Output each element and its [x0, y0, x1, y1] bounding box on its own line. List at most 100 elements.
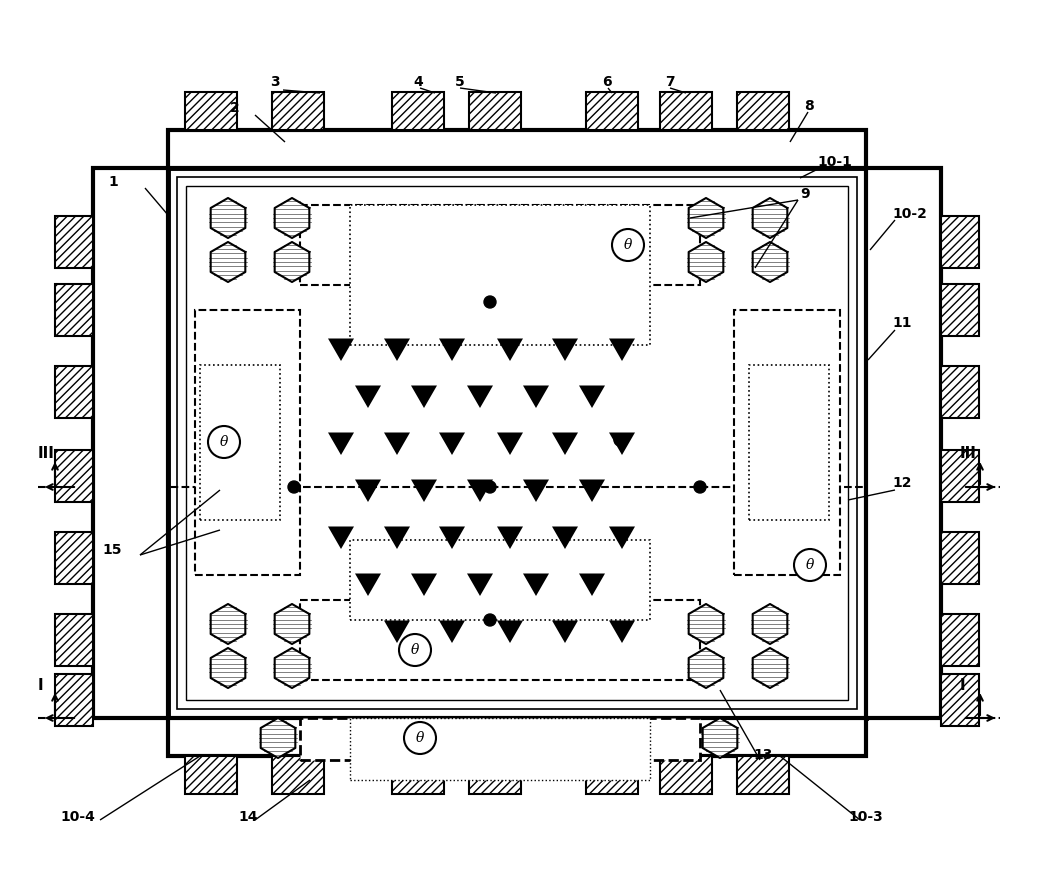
Polygon shape [689, 604, 724, 644]
Polygon shape [384, 527, 410, 549]
Bar [749, 365, 829, 520]
Polygon shape [689, 648, 724, 688]
Bar [55, 674, 93, 726]
Bar [941, 366, 979, 418]
Text: 4: 4 [413, 75, 423, 89]
Polygon shape [497, 620, 523, 643]
Bar [55, 450, 93, 502]
Polygon shape [579, 386, 605, 408]
Bar [186, 186, 848, 700]
Bar [195, 310, 300, 575]
Text: 10-2: 10-2 [892, 207, 927, 221]
Text: III: III [38, 447, 55, 461]
Text: 7: 7 [665, 75, 675, 89]
Bar [200, 365, 280, 520]
Polygon shape [609, 433, 635, 455]
Text: 11: 11 [892, 316, 912, 330]
Bar [737, 756, 789, 794]
Bar [586, 92, 638, 130]
Bar [168, 168, 866, 718]
Bar [177, 177, 857, 709]
Polygon shape [439, 527, 465, 549]
Bar [55, 366, 93, 418]
Text: 10-3: 10-3 [848, 810, 882, 824]
Circle shape [794, 549, 826, 581]
Polygon shape [384, 433, 410, 455]
Text: III: III [960, 447, 977, 461]
Text: θ: θ [220, 435, 228, 449]
Polygon shape [411, 386, 437, 408]
Text: 13: 13 [753, 748, 773, 762]
Polygon shape [439, 620, 465, 643]
Polygon shape [497, 527, 523, 549]
Bar [586, 756, 638, 794]
Polygon shape [355, 573, 381, 596]
Bar [941, 216, 979, 268]
Polygon shape [328, 527, 354, 549]
Polygon shape [579, 573, 605, 596]
Bar [866, 168, 941, 718]
Bar [55, 532, 93, 584]
Polygon shape [609, 620, 635, 643]
Polygon shape [609, 527, 635, 549]
Circle shape [404, 722, 436, 754]
Text: 6: 6 [602, 75, 612, 89]
Polygon shape [275, 648, 309, 688]
Polygon shape [211, 604, 246, 644]
Circle shape [484, 296, 496, 308]
Polygon shape [275, 242, 309, 282]
Bar [300, 718, 700, 760]
Bar [351, 205, 650, 345]
Polygon shape [689, 242, 724, 282]
Bar [941, 614, 979, 666]
Text: 5: 5 [455, 75, 465, 89]
Bar [392, 756, 444, 794]
Polygon shape [689, 198, 724, 238]
Circle shape [208, 426, 240, 458]
Polygon shape [552, 527, 578, 549]
Text: I: I [960, 678, 965, 692]
Bar [55, 284, 93, 336]
Bar [272, 756, 324, 794]
Polygon shape [467, 573, 493, 596]
Bar [168, 130, 866, 168]
Bar [392, 92, 444, 130]
Polygon shape [211, 198, 246, 238]
Circle shape [614, 434, 626, 446]
Bar [93, 168, 168, 718]
Polygon shape [411, 573, 437, 596]
Polygon shape [411, 480, 437, 502]
Bar [55, 614, 93, 666]
Polygon shape [275, 198, 309, 238]
Polygon shape [211, 648, 246, 688]
Bar [351, 718, 650, 780]
Text: 10-1: 10-1 [817, 155, 851, 169]
Polygon shape [753, 648, 787, 688]
Text: 14: 14 [239, 810, 257, 824]
Bar [737, 92, 789, 130]
Text: 10-4: 10-4 [60, 810, 94, 824]
Polygon shape [552, 620, 578, 643]
Polygon shape [355, 480, 381, 502]
Text: θ: θ [416, 731, 424, 745]
Bar [734, 310, 840, 575]
Bar [168, 718, 866, 756]
Bar [660, 92, 712, 130]
Bar [469, 92, 521, 130]
Polygon shape [552, 338, 578, 361]
Text: 3: 3 [270, 75, 280, 89]
Circle shape [399, 634, 431, 666]
Bar [272, 92, 324, 130]
Polygon shape [753, 242, 787, 282]
Text: 15: 15 [102, 543, 121, 557]
Polygon shape [275, 604, 309, 644]
Text: θ: θ [411, 643, 419, 657]
Bar [300, 205, 700, 285]
Polygon shape [467, 480, 493, 502]
Text: I: I [38, 678, 44, 692]
Polygon shape [211, 242, 246, 282]
Polygon shape [753, 604, 787, 644]
Text: 1: 1 [108, 175, 118, 189]
Bar [300, 600, 700, 680]
Text: 12: 12 [892, 476, 912, 490]
